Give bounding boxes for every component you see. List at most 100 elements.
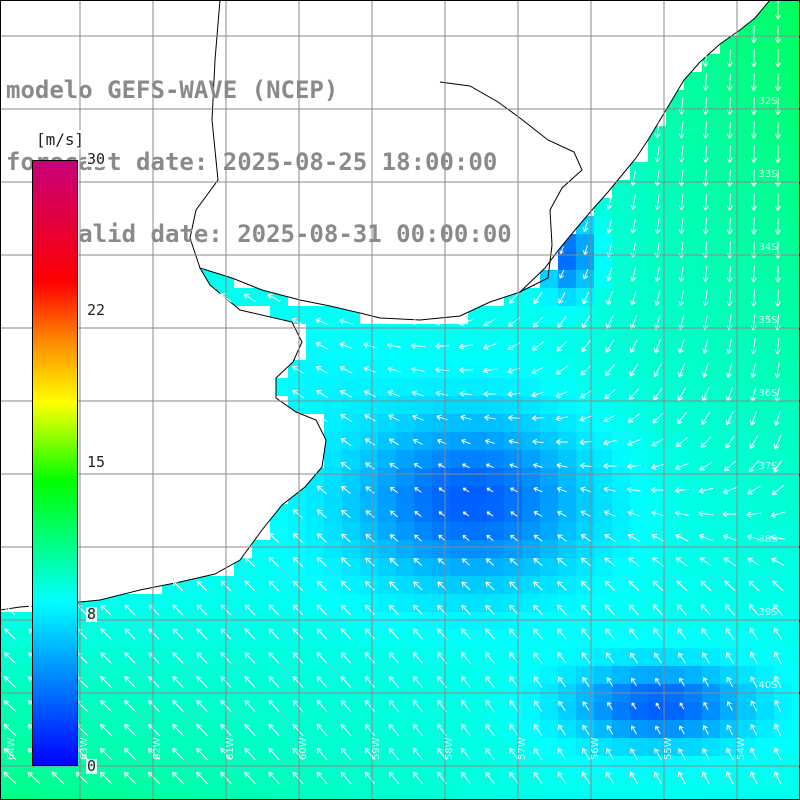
wind-speed-cell [234,702,252,720]
wind-speed-cell [666,306,684,324]
wind-speed-cell [486,612,504,630]
wind-speed-cell [414,360,432,378]
wind-speed-cell [720,450,738,468]
colorbar-tick-15: 15 [86,453,107,471]
wind-speed-cell [684,774,702,792]
wind-speed-cell [486,396,504,414]
wind-vector-arrow [244,723,256,736]
wind-speed-cell [576,522,594,540]
wind-vector-arrow [340,437,352,446]
wind-speed-cell [684,450,702,468]
wind-speed-cell [684,108,702,126]
wind-vector-arrow [750,700,758,712]
wind-speed-cell [630,612,648,630]
wind-vector-arrow [629,652,638,664]
wind-speed-cell [792,558,800,576]
wind-speed-cell [648,468,666,486]
wind-speed-cell [792,360,800,378]
wind-vector-arrow [774,338,781,355]
wind-speed-cell [774,594,792,612]
wind-vector-arrow [726,193,733,211]
wind-speed-cell [558,612,576,630]
wind-vector-arrow [99,771,113,785]
wind-speed-cell [396,774,414,792]
wind-vector-arrow [51,771,65,785]
wind-vector-arrow [461,652,471,664]
wind-vector-arrow [389,534,399,542]
wind-speed-cell [702,288,720,306]
wind-speed-cell [558,450,576,468]
wind-vector-arrow [316,699,328,712]
wind-speed-cell [252,594,270,612]
wind-speed-cell [612,396,630,414]
wind-vector-arrow [461,747,471,761]
wind-speed-cell [198,738,216,756]
wind-vector-arrow [509,652,519,664]
wind-vector-arrow [172,628,184,640]
wind-speed-cell [522,630,540,648]
wind-vector-arrow [749,410,758,426]
wind-speed-cell [648,342,666,360]
wind-speed-cell [720,558,738,576]
wind-vector-arrow [605,652,615,664]
wind-vector-arrow [580,604,591,616]
wind-speed-cell [738,306,756,324]
wind-speed-cell [414,666,432,684]
wind-vector-arrow [316,771,328,785]
wind-vector-arrow [750,289,757,307]
wind-vector-arrow [557,747,567,760]
wind-speed-cell [486,540,504,558]
wind-speed-cell [522,666,540,684]
wind-vector-arrow [581,771,591,785]
wind-vector-arrow [629,363,639,377]
lat-label: 33S [758,169,777,180]
wind-speed-cell [396,792,414,800]
wind-speed-cell [630,756,648,774]
chart-title-forecast-date: forecast date: 2025-08-25 18:00:00 [6,148,498,176]
wind-vector-arrow [533,604,543,616]
wind-vector-arrow [653,771,662,785]
wind-speed-cell [666,522,684,540]
wind-speed-cell [666,252,684,270]
wind-speed-cell [432,396,450,414]
wind-speed-cell [720,162,738,180]
wind-vector-arrow [340,723,352,736]
wind-vector-arrow [773,604,783,616]
wind-speed-cell [684,612,702,630]
wind-vector-arrow [434,343,449,350]
wind-speed-cell [450,774,468,792]
wind-vector-arrow [339,342,353,350]
graticule-labels: 32S 33S 34S 35S 36S 37S 38S 39S 40S 64W 63W 62W 61W 6… [6,96,778,760]
wind-vector-arrow [389,486,399,494]
wind-vector-arrow [341,485,351,495]
wind-speed-cell [378,504,396,522]
wind-speed-cell [756,594,774,612]
wind-speed-cell [702,198,720,216]
wind-vector-arrow [606,194,613,210]
wind-speed-cell [486,756,504,774]
wind-vector-arrow [630,194,637,210]
wind-speed-cell [792,486,800,504]
wind-speed-cell [360,702,378,720]
lon-label: 57W [517,737,528,760]
wind-vector-arrow [411,390,425,397]
wind-speed-cell [234,792,252,800]
wind-speed-cell [702,486,720,504]
wind-speed-cell [756,576,774,594]
wind-speed-cell [540,594,558,612]
wind-vector-arrow [486,511,494,517]
wind-vector-arrow [413,604,423,616]
wind-speed-cell [486,720,504,738]
wind-vector-arrow [606,725,614,735]
wind-speed-cell [756,630,774,648]
wind-speed-cell [306,576,324,594]
wind-vector-arrow [386,318,401,325]
wind-speed-cell [468,432,486,450]
wind-speed-cell [756,612,774,630]
wind-vector-arrow [750,193,757,211]
wind-vector-arrow [654,146,661,163]
wind-vector-arrow [291,318,305,326]
wind-speed-cell [738,108,756,126]
wind-speed-cell [594,450,612,468]
wind-vector-arrow [726,338,733,354]
